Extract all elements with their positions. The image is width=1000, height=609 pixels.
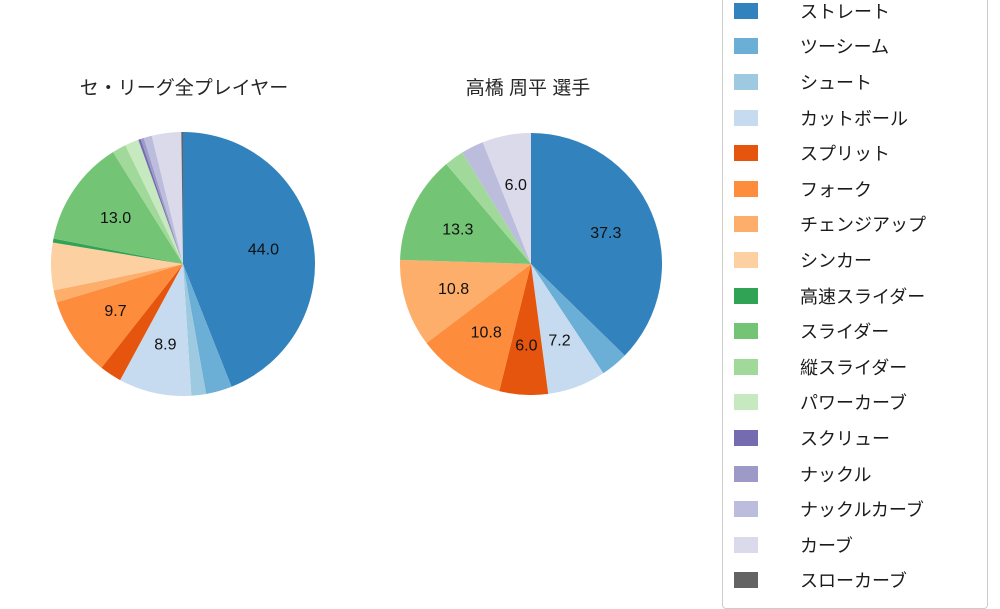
- legend-label: チェンジアップ: [800, 215, 926, 236]
- pie-slice-1: [531, 264, 625, 374]
- pie-slice-9: [53, 152, 183, 264]
- pitch-type-legend: ストレートツーシームシュートカットボール スプリットフォークチェンジアップ シンカー…: [722, 0, 988, 609]
- legend-item: シンカー: [723, 242, 987, 278]
- legend-color-swatch: [734, 251, 758, 268]
- pie-slice-4: [101, 264, 183, 381]
- legend-color-swatch: [734, 429, 758, 446]
- pie-slice-0: [183, 132, 315, 387]
- slice-value-label: 8.9: [154, 337, 176, 354]
- legend-color-swatch: [734, 465, 758, 482]
- legend-label: スクリュー: [800, 428, 890, 449]
- legend-label: パワーカーブ: [800, 393, 907, 414]
- slice-value-label: 7.2: [548, 333, 570, 350]
- chart-title-player: 高橋 周平 選手: [465, 78, 591, 99]
- legend-item: フォーク: [723, 171, 987, 207]
- legend-color-swatch: [734, 536, 758, 553]
- pie-slice-5: [56, 264, 183, 368]
- pie-slice-9: [400, 164, 531, 264]
- legend-item: パワーカーブ: [723, 385, 987, 421]
- legend-label: ナックル: [800, 464, 872, 485]
- slice-value-label: 13.0: [100, 210, 131, 227]
- legend-color-swatch: [734, 394, 758, 411]
- slice-value-label: 10.8: [471, 324, 502, 341]
- pie-slice-4: [499, 264, 549, 395]
- pie-slice-15: [482, 133, 531, 264]
- pie-slice-3: [120, 264, 192, 396]
- legend-label: スプリット: [800, 144, 890, 165]
- legend-color-swatch: [734, 73, 758, 90]
- slice-value-label: 9.7: [104, 303, 126, 320]
- pie-slice-5: [426, 264, 531, 392]
- legend-label: カーブ: [800, 535, 853, 556]
- legend-item: 縦スライダー: [723, 349, 987, 385]
- legend-label: フォーク: [800, 179, 872, 200]
- pie-slice-14: [143, 135, 183, 264]
- slice-value-label: 37.3: [590, 225, 621, 242]
- legend-color-swatch: [734, 501, 758, 518]
- pie-slice-0: [531, 133, 662, 356]
- slice-value-label: 44.0: [248, 241, 279, 258]
- legend-item: チェンジアップ: [723, 207, 987, 243]
- pie-chart-league-average: 44.0 8.9 9.7 13.0: [51, 132, 315, 396]
- pie-slice-3: [531, 264, 604, 394]
- legend-item: 高速スライダー: [723, 278, 987, 314]
- legend-color-swatch: [734, 145, 758, 162]
- pie-slice-15: [151, 132, 183, 264]
- legend-color-swatch: [734, 287, 758, 304]
- legend-label: シンカー: [800, 250, 872, 271]
- legend-color-swatch: [734, 358, 758, 375]
- pie-slice-8: [52, 238, 184, 264]
- pie-slice-10: [112, 145, 183, 264]
- pie-slice-2: [183, 264, 207, 396]
- slice-value-label: 10.8: [438, 281, 469, 298]
- slice-value-label: 13.3: [442, 221, 473, 238]
- legend-label: 高速スライダー: [800, 286, 926, 307]
- legend-item: シュート: [723, 64, 987, 100]
- pie-slice-6: [53, 264, 183, 303]
- legend-color-swatch: [734, 2, 758, 19]
- legend-item: ナックル: [723, 456, 987, 492]
- legend-label: シュート: [800, 72, 872, 93]
- legend-item: スクリュー: [723, 420, 987, 456]
- legend-label: カットボール: [800, 108, 908, 129]
- legend-item: カットボール: [723, 100, 987, 136]
- pie-slice-7: [51, 242, 184, 291]
- legend-color-swatch: [734, 109, 758, 126]
- legend-item: ストレート: [723, 0, 987, 29]
- slice-value-label: 6.0: [505, 177, 527, 194]
- pie-slice-6: [400, 259, 531, 343]
- legend-label: 縦スライダー: [800, 357, 908, 378]
- legend-item: ツーシーム: [723, 29, 987, 65]
- legend-label: ツーシーム: [800, 37, 890, 58]
- legend-item: スライダー: [723, 313, 987, 349]
- legend-color-swatch: [734, 38, 758, 55]
- legend-item: スローカーブ: [723, 563, 987, 599]
- pie-slice-11: [125, 139, 183, 264]
- pie-slice-14: [462, 142, 531, 264]
- pie-slice-1: [183, 264, 232, 394]
- legend-item: カーブ: [723, 527, 987, 563]
- legend-label: ストレート: [800, 1, 890, 22]
- legend-color-swatch: [734, 572, 758, 589]
- slice-value-label: 6.0: [515, 338, 537, 355]
- legend-label: ナックルカーブ: [800, 500, 924, 521]
- pie-slice-16: [181, 132, 183, 264]
- legend-color-swatch: [734, 180, 758, 197]
- legend-item: スプリット: [723, 135, 987, 171]
- legend-color-swatch: [734, 323, 758, 340]
- chart-title-league-average: セ・リーグ全プレイヤー: [79, 78, 289, 99]
- pie-slice-10: [446, 152, 531, 264]
- pie-slice-13: [140, 137, 183, 264]
- pie-chart-player: 37.3 7.2 6.0 10.8 10.8 13.3 6.0: [400, 133, 662, 395]
- legend-label: スローカーブ: [800, 571, 907, 592]
- legend-item: ナックルカーブ: [723, 491, 987, 527]
- pie-slice-12: [138, 138, 183, 264]
- legend-label: スライダー: [800, 322, 890, 343]
- legend-color-swatch: [734, 216, 758, 233]
